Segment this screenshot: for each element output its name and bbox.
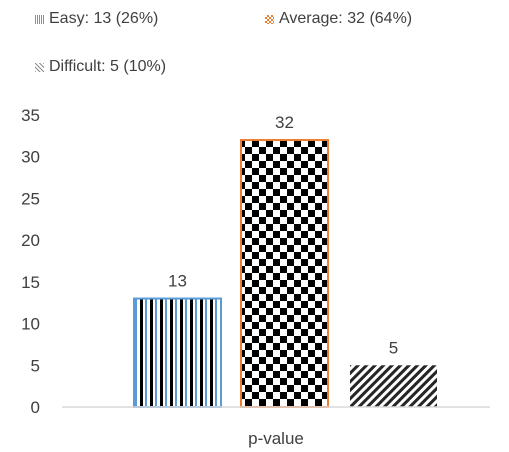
y-tick-label: 15 xyxy=(21,273,40,292)
legend-label-easy: Easy: 13 (26%) xyxy=(49,10,159,27)
legend-label-average: Average: 32 (64%) xyxy=(279,10,413,27)
data-label-difficult: 5 xyxy=(389,338,398,357)
y-tick-label: 25 xyxy=(21,189,40,208)
legend-swatch-average xyxy=(265,14,274,24)
legend-item-average: Average: 32 (64%) xyxy=(265,10,412,28)
y-tick-label: 10 xyxy=(21,315,40,334)
data-labels-group: 13 32 5 xyxy=(168,113,398,357)
legend-item-easy: Easy: 13 (26%) xyxy=(35,10,158,28)
y-tick-label: 20 xyxy=(21,231,40,250)
y-tick-label: 30 xyxy=(21,148,40,167)
legend-item-difficult: Difficult: 5 (10%) xyxy=(35,58,166,76)
y-tick-label: 0 xyxy=(31,398,40,417)
legend-swatch-difficult xyxy=(35,62,44,72)
data-label-easy: 13 xyxy=(168,272,187,291)
y-axis-ticks: 0 5 10 15 20 25 30 35 xyxy=(21,106,40,417)
y-tick-label: 35 xyxy=(21,106,40,125)
bars-group xyxy=(133,139,437,408)
bar-easy xyxy=(133,297,222,408)
legend-swatch-easy xyxy=(35,14,44,24)
y-tick-label: 5 xyxy=(31,356,40,375)
x-axis-label: p-value xyxy=(248,429,304,448)
legend-label-difficult: Difficult: 5 (10%) xyxy=(49,58,167,75)
bar-average xyxy=(240,139,329,408)
bar-difficult xyxy=(350,365,437,407)
data-label-average: 32 xyxy=(275,113,294,132)
